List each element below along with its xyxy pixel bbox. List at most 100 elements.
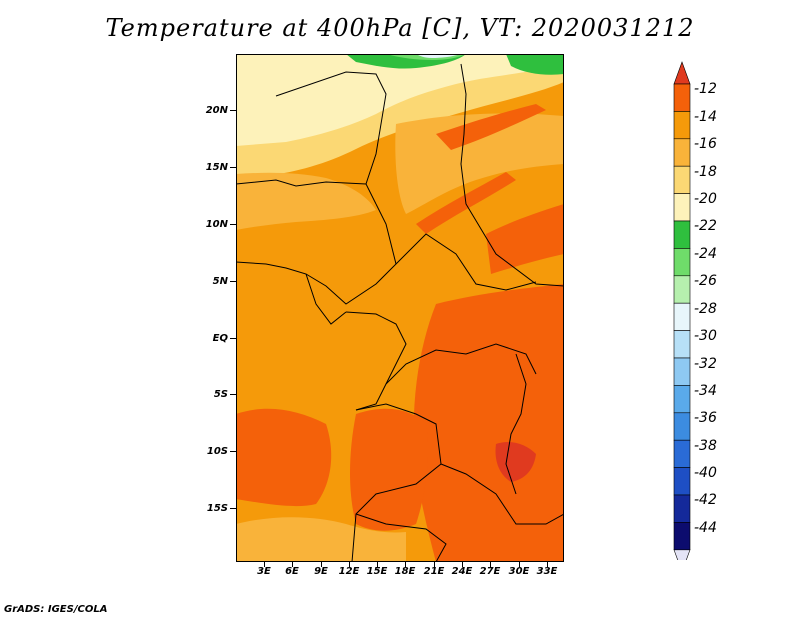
y-tick-label-eq: EQ [212,333,228,344]
x-tick-label-15e: 15E [366,566,388,577]
map-frame [236,54,564,562]
country-borders [236,63,564,562]
x-tick-label-18e: 18E [394,566,416,577]
contour-14-region-ne [486,204,564,274]
colorbar-cell [673,61,691,85]
colorbar-label: -14 [694,109,717,125]
border-car [395,233,537,291]
colorbar-cell [673,220,691,249]
x-tick-21e [434,562,435,567]
y-tick-label-5n: 5N [212,276,228,287]
x-tick-3e [264,562,265,567]
contour-16-region-west [236,172,376,230]
colorbar-label: -38 [694,438,717,454]
colorbar-cell [673,111,691,140]
colorbar-label: -22 [694,218,717,234]
y-tick-15s [230,508,236,509]
border-south [355,513,447,562]
x-tick-label-27e: 27E [479,566,501,577]
colorbar-label: -36 [694,410,717,426]
x-tick-label-9e: 9E [314,566,328,577]
colorbar-label: -16 [694,136,717,152]
y-tick-label-15n: 15N [205,162,228,173]
y-tick-20n [230,110,236,111]
y-tick-label-5s: 5S [213,389,228,400]
y-tick-label-10s: 10S [206,446,228,457]
colorbar-cell [673,302,691,331]
x-tick-18e [405,562,406,567]
contour-14-region-south [350,408,428,531]
colorbar-cell [673,138,691,167]
colorbar-cell [673,439,691,468]
border-lakes [505,353,527,495]
x-tick-33e [547,562,548,567]
x-tick-6e [292,562,293,567]
coastline-gulf [236,261,347,325]
contour-22-region-east [506,54,564,75]
colorbar-cell [673,275,691,304]
colorbar-label: -20 [694,191,717,207]
colorbar-cell [673,248,691,277]
colorbar-cell [673,412,691,441]
colorbar-cell [673,193,691,222]
colorbar-label: -26 [694,273,717,289]
colorbar-label: -44 [694,520,717,536]
colorbar-cell [673,357,691,386]
colorbar-cell [673,165,691,194]
colorbar-cell [673,467,691,496]
map-plot-area [236,54,564,562]
colorbar-cell [673,385,691,414]
colorbar-label: -12 [694,81,717,97]
x-tick-label-6e: 6E [285,566,299,577]
border-central [305,203,397,305]
x-tick-label-24e: 24E [451,566,473,577]
colorbar-cell [673,494,691,523]
colorbar-label: -32 [694,356,717,372]
border-east [460,63,564,287]
contour-12-patch [495,442,536,482]
y-tick-10n [230,224,236,225]
contour-14-region-se [413,284,564,562]
colorbar-label: -28 [694,301,717,317]
x-tick-15e [377,562,378,567]
contour-16-region-north [395,113,564,214]
border-congo-north [385,343,537,385]
y-tick-5s [230,394,236,395]
colorbar-cell [673,83,691,112]
x-tick-label-21e: 21E [423,566,445,577]
y-tick-label-20n: 20N [205,105,228,116]
x-tick-27e [490,562,491,567]
contour-16-region-south [236,517,406,562]
y-tick-10s [230,451,236,452]
footer-credit: GrADS: IGES/COLA [4,604,108,615]
y-tick-5n [230,281,236,282]
x-tick-24e [462,562,463,567]
temperature-map [236,54,564,562]
colorbar-cell [673,522,691,551]
chart-title: Temperature at 400hPa [C], VT: 202003121… [105,14,695,42]
border-congo-west [345,311,407,411]
x-tick-9e [321,562,322,567]
colorbar [673,61,691,560]
border-zambia [440,463,564,525]
y-tick-label-10n: 10N [205,219,228,230]
colorbar-label: -34 [694,383,717,399]
x-tick-label-30e: 30E [508,566,530,577]
x-tick-30e [519,562,520,567]
x-tick-label-12e: 12E [338,566,360,577]
x-tick-12e [349,562,350,567]
colorbar-cells [673,61,691,560]
colorbar-label: -18 [694,164,717,180]
y-tick-label-15s: 15S [206,503,228,514]
y-tick-15n [230,167,236,168]
colorbar-cell [673,330,691,359]
contour-20-region [236,54,564,146]
colorbar-label: -30 [694,328,717,344]
border-sahel [236,179,367,187]
colorbar-cell [673,549,691,560]
colorbar-label: -40 [694,465,717,481]
colorbar-label: -24 [694,246,717,262]
contour-14-region-sw [236,408,332,507]
colorbar-label: -42 [694,492,717,508]
y-tick-eq [230,338,236,339]
